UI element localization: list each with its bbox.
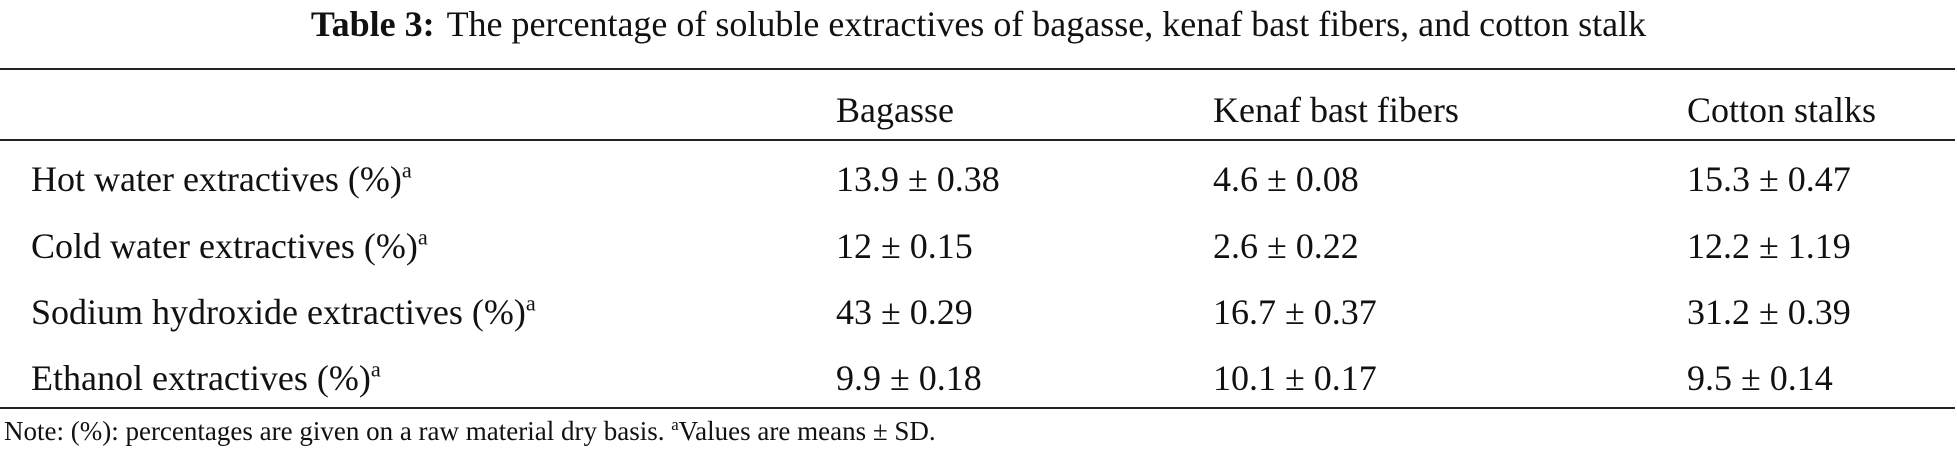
- table-cell: 13.9 ± 0.38: [836, 159, 1000, 199]
- row-label-superscript: a: [417, 224, 428, 250]
- caption-label: Table 3:: [310, 4, 435, 44]
- row-label: Ethanol extractives (%)a: [31, 356, 381, 398]
- column-header: Kenaf bast fibers: [1213, 90, 1459, 130]
- table-cell: 31.2 ± 0.39: [1687, 292, 1851, 332]
- table-note: Note: (%): percentages are given on a ra…: [4, 414, 936, 446]
- table-cell: 10.1 ± 0.17: [1213, 358, 1377, 398]
- note-text: Note: (%): percentages are given on a ra…: [4, 416, 665, 446]
- table-cell: 16.7 ± 0.37: [1213, 292, 1377, 332]
- table-cell: 15.3 ± 0.47: [1687, 159, 1851, 199]
- row-label-superscript: a: [401, 157, 412, 183]
- header-rule: [0, 139, 1955, 141]
- table-cell: 43 ± 0.29: [836, 292, 973, 332]
- row-label-text: Ethanol extractives (%): [31, 358, 371, 398]
- caption-text: The percentage of soluble extractives of…: [446, 4, 1647, 44]
- table-cell: 4.6 ± 0.08: [1213, 159, 1359, 199]
- row-label-text: Cold water extractives (%): [31, 226, 418, 266]
- table-cell: 9.9 ± 0.18: [836, 358, 982, 398]
- note-superscript: a: [671, 414, 679, 434]
- row-label-text: Sodium hydroxide extractives (%): [31, 292, 526, 332]
- row-label: Hot water extractives (%)a: [31, 157, 412, 199]
- row-label-text: Hot water extractives (%): [31, 159, 402, 199]
- note-text: Values are means ± SD.: [678, 416, 936, 446]
- top-rule: [0, 68, 1955, 70]
- bottom-rule: [0, 407, 1955, 409]
- table-cell: 12 ± 0.15: [836, 226, 973, 266]
- row-label-superscript: a: [370, 356, 381, 382]
- column-header: Cotton stalks: [1687, 90, 1877, 130]
- table-cell: 12.2 ± 1.19: [1687, 226, 1851, 266]
- table-cell: 2.6 ± 0.22: [1213, 226, 1359, 266]
- row-label: Sodium hydroxide extractives (%)a: [31, 290, 536, 332]
- table-cell: 9.5 ± 0.14: [1687, 358, 1833, 398]
- row-label-superscript: a: [525, 290, 536, 316]
- row-label: Cold water extractives (%)a: [31, 224, 428, 266]
- table-caption: Table 3: The percentage of soluble extrac…: [0, 6, 1957, 42]
- column-header: Bagasse: [836, 90, 954, 130]
